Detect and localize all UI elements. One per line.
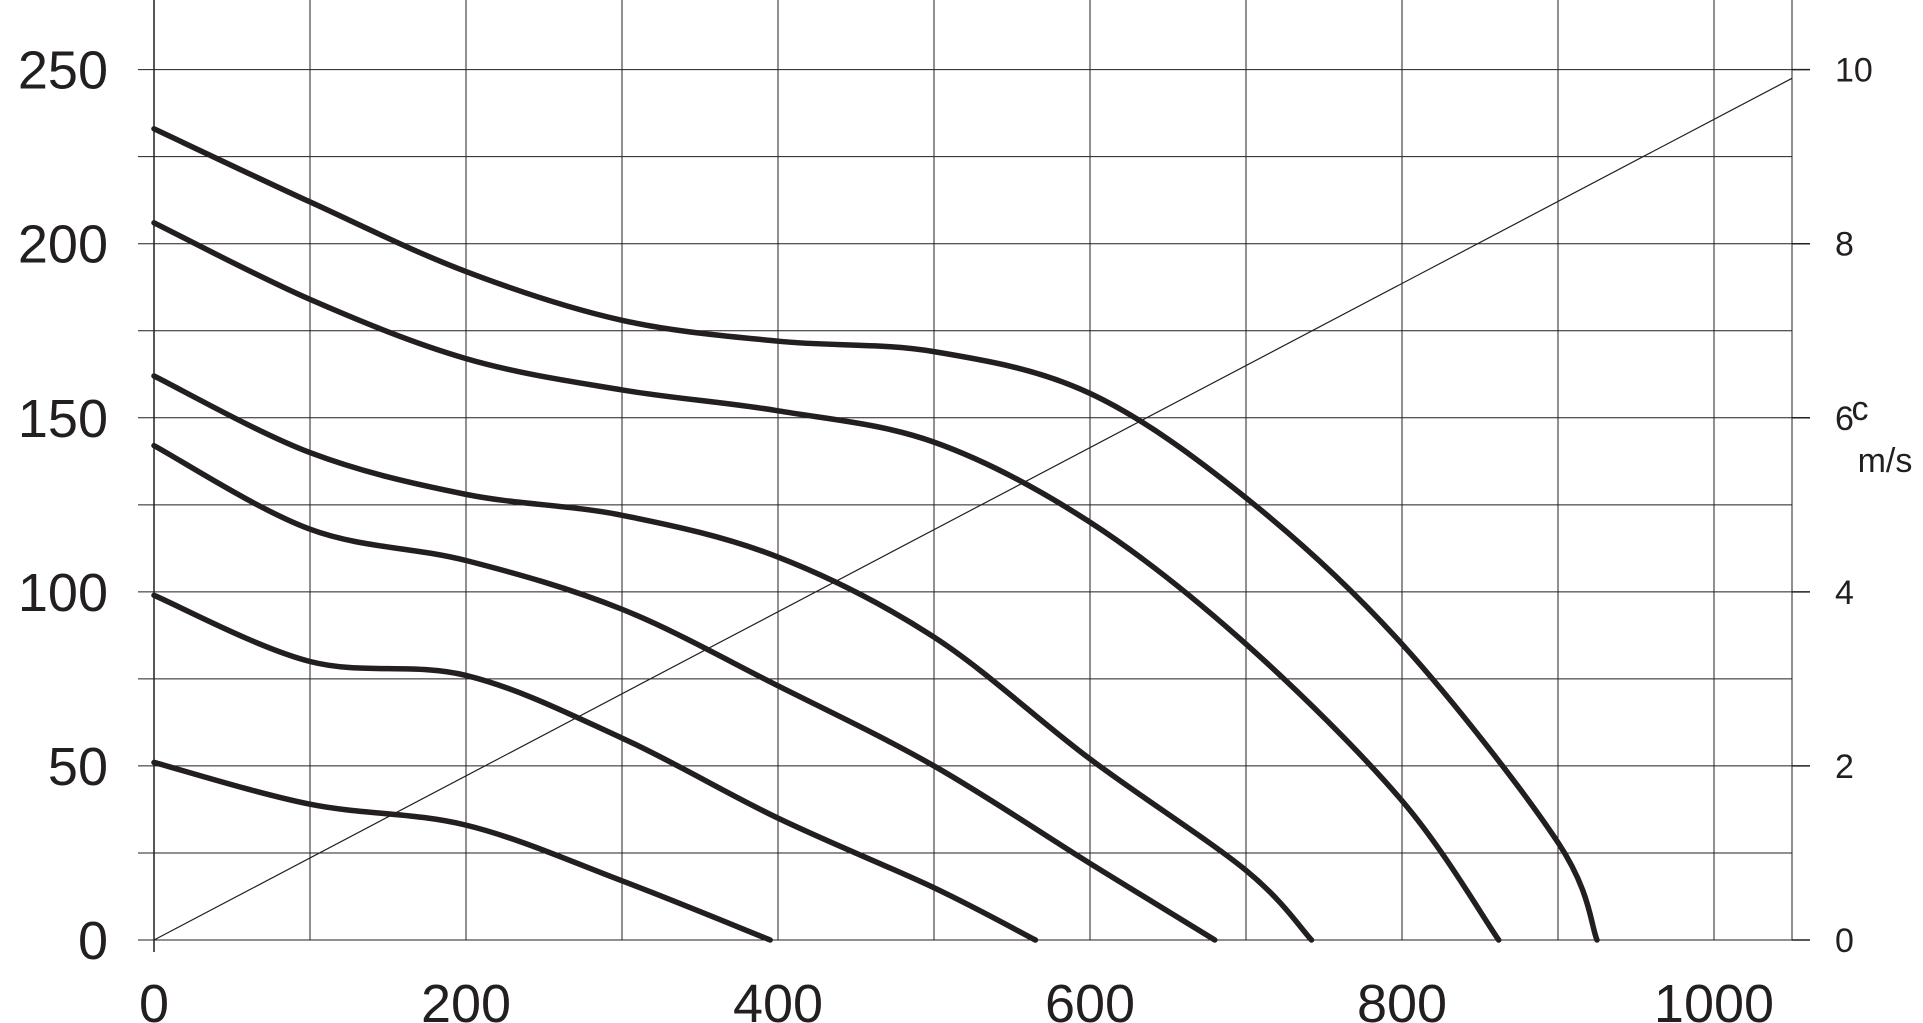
right-tick-label: 10 [1835, 52, 1873, 90]
left-axis-ticks: 0 50 100 150 200 250 [18, 41, 108, 971]
bottom-axis-ticks: 0 200 400 600 800 1000 [139, 974, 1774, 1023]
series-curve-5 [151, 592, 1039, 943]
y-tick-label: 150 [18, 389, 108, 449]
right-axis-label-c: c [1852, 390, 1869, 428]
series-curve-3 [151, 373, 1315, 943]
velocity-line [153, 77, 1793, 941]
grid [138, 0, 1793, 952]
series-curve-2 [151, 220, 1502, 943]
right-tick-label: 6 [1835, 400, 1854, 438]
x-tick-label: 400 [733, 974, 823, 1023]
x-tick-label: 0 [139, 974, 169, 1023]
series-curve-1 [151, 126, 1600, 943]
y-tick-label: 100 [18, 563, 108, 623]
series-curve-4 [151, 442, 1218, 943]
x-tick-label: 800 [1357, 974, 1447, 1023]
series-curve-6 [151, 759, 773, 943]
right-axis-ticks: 0 2 4 6 8 10 [1792, 52, 1873, 960]
velocity-line-path [153, 77, 1793, 941]
x-tick-label: 600 [1045, 974, 1135, 1023]
y-tick-label: 50 [48, 737, 108, 797]
right-tick-label: 8 [1835, 226, 1854, 264]
curves [151, 126, 1600, 943]
right-axis-label-unit: m/s [1858, 442, 1913, 480]
y-tick-label: 250 [18, 41, 108, 101]
y-tick-label: 0 [78, 911, 108, 971]
x-tick-label: 200 [421, 974, 511, 1023]
x-tick-label: 1000 [1654, 974, 1774, 1023]
right-tick-label: 4 [1835, 574, 1854, 612]
right-tick-label: 0 [1835, 922, 1854, 960]
y-tick-label: 200 [18, 215, 108, 275]
right-tick-label: 2 [1835, 748, 1854, 786]
